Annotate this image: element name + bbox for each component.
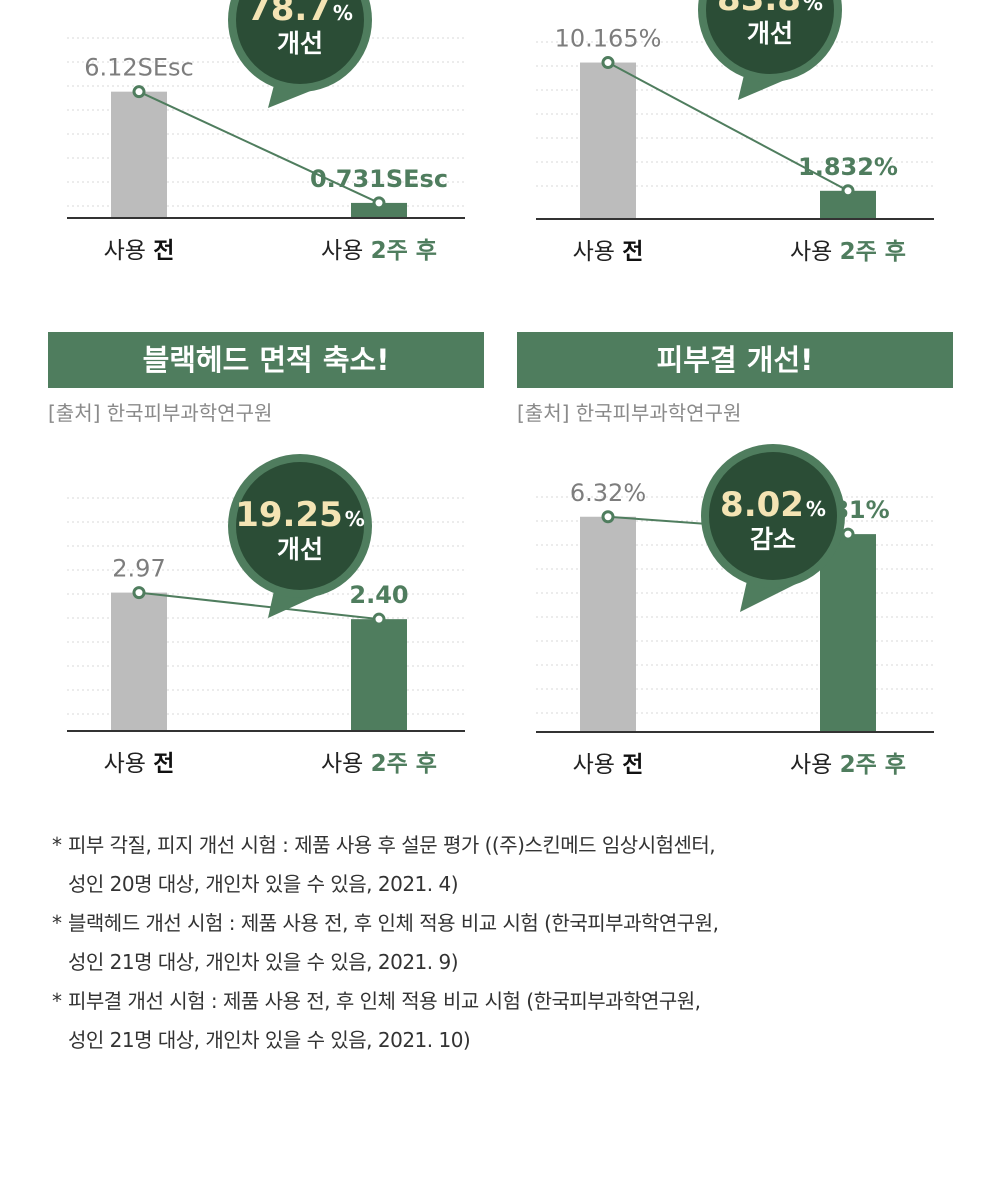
chart-title: 피부결 개선! <box>657 343 814 377</box>
category-label-prefix: 사용 <box>573 752 623 778</box>
category-label-prefix: 사용 <box>573 239 623 265</box>
data-point <box>372 196 386 210</box>
badge-text: 개선 <box>747 19 793 48</box>
footnote: * 피부 각질, 피지 개선 시험 : 제품 사용 후 설문 평가 ((주)스킨… <box>52 826 952 904</box>
badge-value: 78.7% <box>247 0 353 29</box>
badge-value: 83.8% <box>717 0 823 19</box>
badge-unit: % <box>803 0 823 15</box>
category-label: 사용 2주 후 <box>790 239 906 265</box>
footnote-star: * <box>52 911 62 935</box>
footnote-star: * <box>52 833 62 857</box>
badge-value: 8.02% <box>720 485 826 525</box>
badge-unit: % <box>333 1 353 25</box>
category-label-prefix: 사용 <box>104 751 154 777</box>
bar <box>111 592 167 731</box>
data-label: 2.97 <box>112 555 165 583</box>
category-label-prefix: 사용 <box>104 238 154 264</box>
data-point <box>601 510 615 524</box>
bar <box>580 62 636 219</box>
category-label: 사용 전 <box>104 751 175 777</box>
badge-text: 개선 <box>277 29 323 58</box>
footnote-line: 피부결 개선 시험 : 제품 사용 전, 후 인체 적용 비교 시험 (한국피부… <box>68 989 701 1013</box>
footnote-line: 성인 21명 대상, 개인차 있을 수 있음, 2021. 9) <box>68 950 459 974</box>
chart-title-bar <box>517 332 953 388</box>
category-label-strong: 2주 후 <box>371 751 437 777</box>
badge-circle <box>236 462 364 590</box>
trend-line <box>138 90 380 204</box>
improvement-badge: 83.8%개선 <box>698 0 842 100</box>
badge-text: 감소 <box>750 525 796 554</box>
category-label: 사용 2주 후 <box>321 238 437 264</box>
footnote-line: 성인 21명 대상, 개인차 있을 수 있음, 2021. 10) <box>68 1028 471 1052</box>
bar <box>351 619 407 731</box>
chart-title-bar <box>48 332 484 388</box>
data-point <box>841 527 855 541</box>
footnote: * 블랙헤드 개선 시험 : 제품 사용 전, 후 인체 적용 비교 시험 (한… <box>52 904 952 982</box>
category-label-strong: 2주 후 <box>840 752 906 778</box>
badge-circle <box>709 452 837 580</box>
chart-source: [출처] 한국피부과학연구원 <box>517 401 741 425</box>
category-label: 사용 전 <box>104 238 175 264</box>
category-label: 사용 2주 후 <box>321 751 437 777</box>
badge-circle <box>706 0 834 74</box>
category-label-prefix: 사용 <box>321 238 371 264</box>
category-label: 사용 2주 후 <box>790 752 906 778</box>
data-label: 10.165% <box>555 25 662 53</box>
trend-line <box>138 591 380 621</box>
footnote-line: 피부 각질, 피지 개선 시험 : 제품 사용 후 설문 평가 ((주)스킨메드… <box>68 833 716 857</box>
data-point <box>132 85 146 99</box>
data-point <box>372 612 386 626</box>
data-label: 6.32% <box>570 479 646 507</box>
category-label: 사용 전 <box>573 239 644 265</box>
footnote-star: * <box>52 989 62 1013</box>
footnote: * 피부결 개선 시험 : 제품 사용 전, 후 인체 적용 비교 시험 (한국… <box>52 982 952 1060</box>
badge-text: 개선 <box>277 535 323 564</box>
chart-title: 블랙헤드 면적 축소! <box>143 343 390 377</box>
improvement-badge: 78.7 %개선 <box>228 0 372 108</box>
category-label: 사용 전 <box>573 752 644 778</box>
data-point <box>841 184 855 198</box>
category-label-strong: 전 <box>622 752 643 778</box>
trend-line <box>607 61 849 192</box>
data-label: 1.832% <box>798 153 898 181</box>
data-label: 0.731SEsc <box>310 165 448 193</box>
category-label-prefix: 사용 <box>790 752 840 778</box>
bar <box>351 202 407 218</box>
badge-circle <box>236 0 364 84</box>
improvement-badge: 8.02 %감소 <box>701 444 845 612</box>
bar <box>820 534 876 732</box>
category-label-strong: 전 <box>622 239 643 265</box>
data-label: 2.40 <box>349 581 408 609</box>
badge-unit: % <box>345 507 365 531</box>
category-label-strong: 2주 후 <box>840 239 906 265</box>
data-label: 6.12SEsc <box>84 54 194 82</box>
bar <box>111 91 167 218</box>
badge-number: 83.8 <box>717 0 801 19</box>
category-label-prefix: 사용 <box>321 751 371 777</box>
badge-number: 8.02 <box>720 485 804 525</box>
footnote-line: 블랙헤드 개선 시험 : 제품 사용 전, 후 인체 적용 비교 시험 (한국피… <box>68 911 719 935</box>
badge-unit: % <box>806 497 826 521</box>
footnotes: * 피부 각질, 피지 개선 시험 : 제품 사용 후 설문 평가 ((주)스킨… <box>52 826 952 1060</box>
category-label-strong: 전 <box>153 751 174 777</box>
badge-number: 19.25 <box>235 495 343 535</box>
category-label-prefix: 사용 <box>790 239 840 265</box>
badge-value: 19.25% <box>235 495 365 535</box>
category-label-strong: 2주 후 <box>371 238 437 264</box>
bar <box>580 516 636 732</box>
badge-number: 78.7 <box>247 0 331 29</box>
data-point <box>132 586 146 600</box>
footnote-line: 성인 20명 대상, 개인차 있을 수 있음, 2021. 4) <box>68 872 459 896</box>
chart: 10.165%1.832%사용 전사용 2주 후83.8%개선 <box>536 0 934 265</box>
improvement-badge: 19.25 %개선 <box>228 454 372 618</box>
chart-source: [출처] 한국피부과학연구원 <box>48 401 272 425</box>
data-point <box>601 56 615 70</box>
category-label-strong: 전 <box>153 238 174 264</box>
